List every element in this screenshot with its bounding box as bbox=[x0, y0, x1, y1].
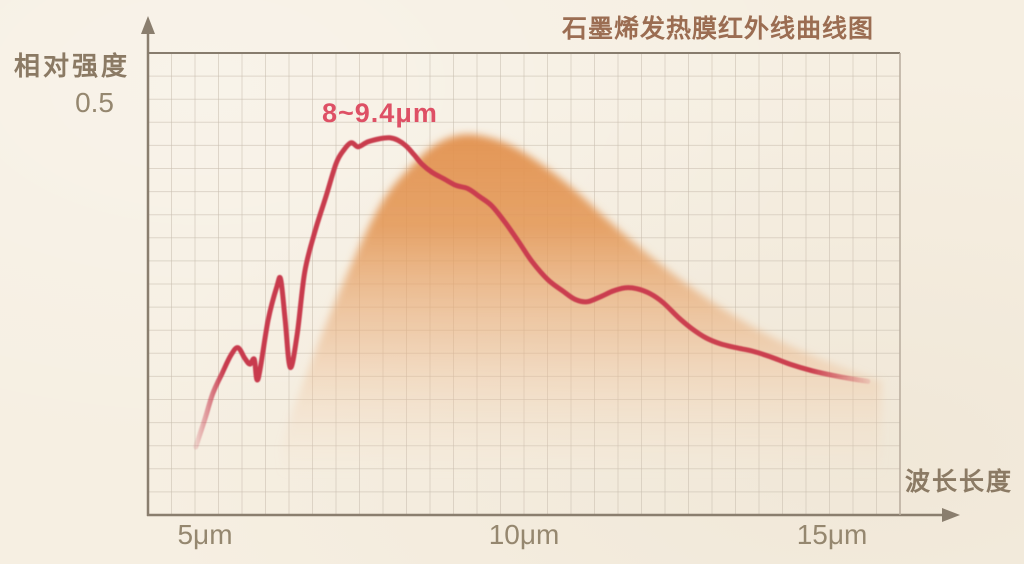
y-tick-label-0-5: 0.5 bbox=[75, 87, 114, 118]
x-axis-label: 波长长度 bbox=[905, 468, 1014, 496]
x-tick-5um: 5μm bbox=[177, 519, 233, 550]
emission-area-shape bbox=[282, 134, 882, 474]
infrared-curve-path bbox=[193, 135, 871, 450]
peak-band-annotation: 8~9.4μm bbox=[322, 98, 438, 128]
y-axis-label: 相对强度 bbox=[14, 51, 131, 81]
x-tick-15um: 15μm bbox=[796, 519, 868, 550]
emission-area bbox=[282, 134, 882, 474]
chart-title: 石墨烯发热膜红外线曲线图 bbox=[562, 15, 875, 43]
x-axis-arrow-icon bbox=[942, 508, 960, 522]
x-tick-10um: 10μm bbox=[488, 519, 560, 550]
y-axis-arrow-icon bbox=[141, 16, 155, 34]
intensity-curve bbox=[193, 135, 871, 450]
axes bbox=[141, 16, 960, 522]
